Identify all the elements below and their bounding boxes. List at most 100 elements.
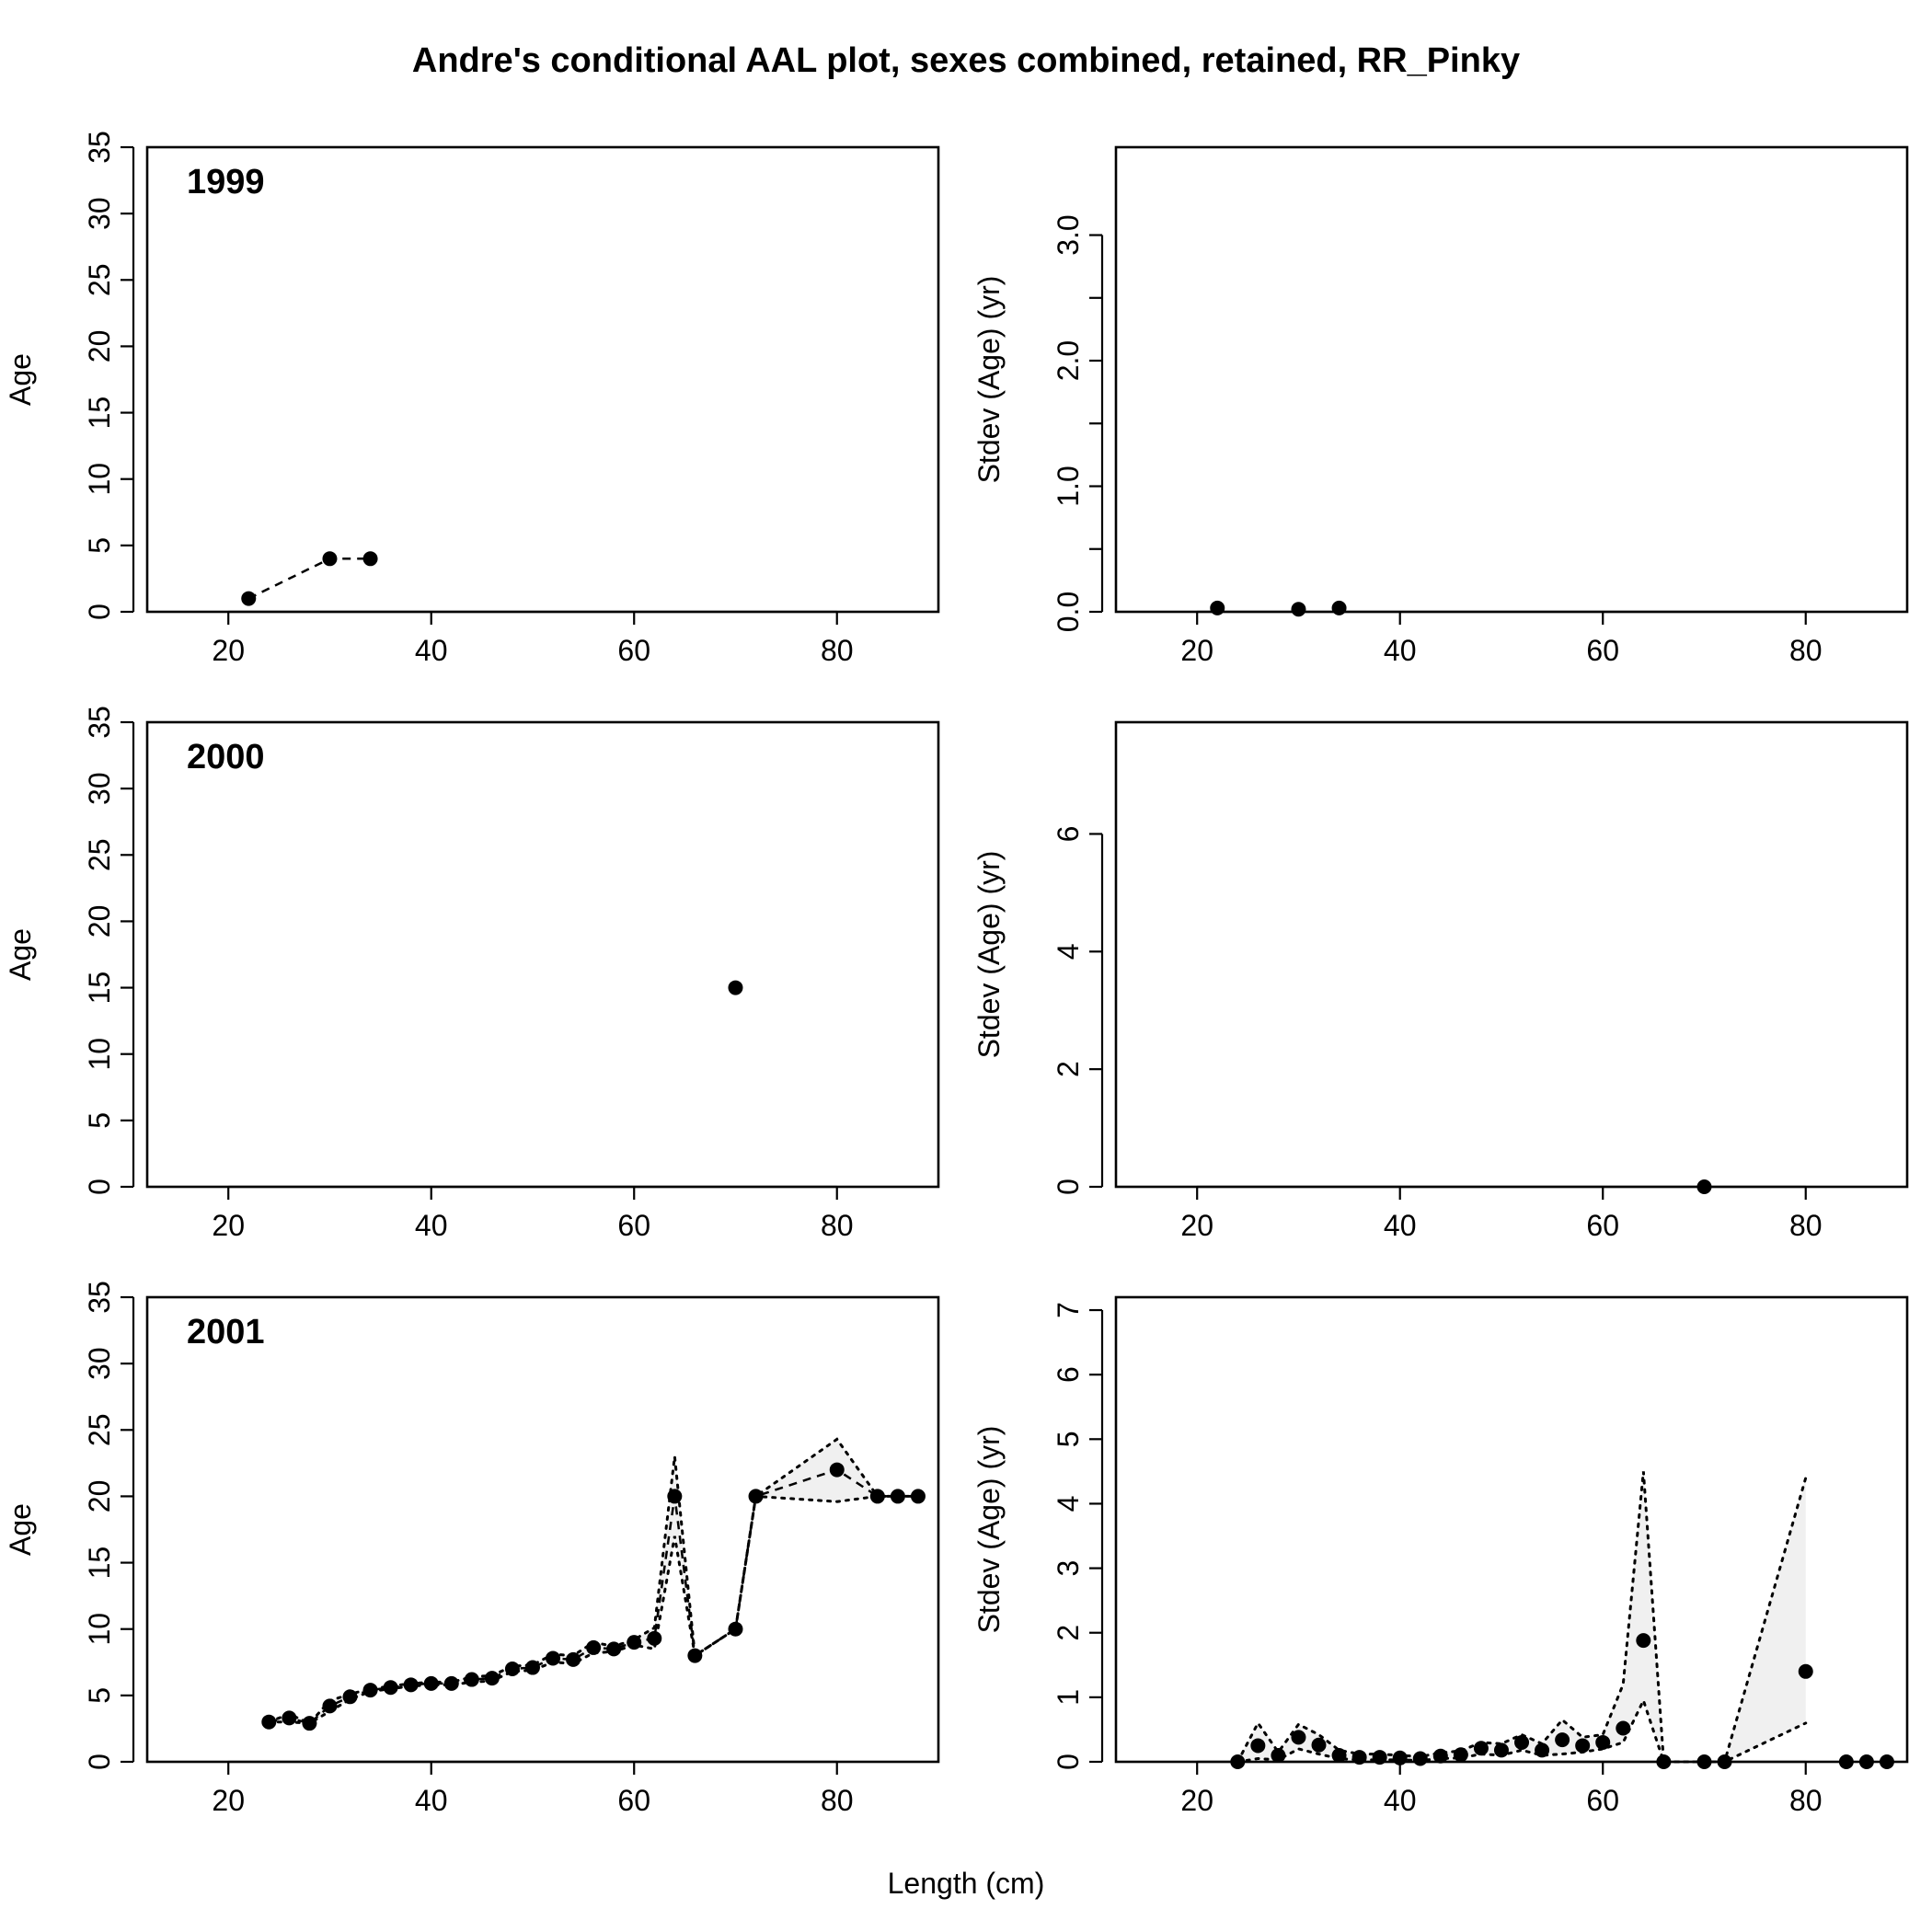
y-axis-title: Age [4,353,37,406]
y-tick-label: 3 [1052,1560,1085,1577]
y-axis-title: Stdev (Age) (yr) [972,851,1006,1059]
observed-point [1250,1738,1266,1754]
y-tick-label: 30 [83,772,116,805]
x-tick-label: 60 [1586,1209,1619,1242]
observed-point [1271,1747,1286,1763]
y-tick-label: 7 [1052,1302,1085,1318]
x-tick-label: 20 [1180,1784,1213,1817]
y-tick-label: 5 [83,537,116,554]
observed-point [282,1710,297,1726]
y-tick-label: 25 [83,838,116,871]
y-tick-label: 35 [83,131,116,164]
y-axis-title: Age [4,1503,37,1556]
y-tick-label: 1 [1052,1689,1085,1706]
interval-band [269,1439,918,1724]
x-tick-label: 20 [212,1209,245,1242]
y-tick-label: 10 [83,1038,116,1071]
observed-point [606,1641,622,1657]
observed-point [1717,1754,1732,1769]
x-tick-label: 40 [1384,1784,1417,1817]
year-label: 1999 [187,163,265,201]
observed-point [1311,1737,1327,1753]
observed-point [524,1660,540,1675]
observed-point [1555,1732,1570,1748]
observed-point [1575,1738,1591,1754]
y-tick-label: 15 [83,1547,116,1580]
observed-point [546,1650,561,1666]
y-axis-title: Stdev (Age) (yr) [972,276,1006,484]
observed-point [586,1639,602,1655]
observed-point [1696,1179,1712,1194]
observed-point [403,1677,419,1693]
observed-point [1291,602,1306,617]
observed-line [269,1468,918,1725]
observed-point [504,1662,520,1676]
y-tick-label: 2.0 [1052,340,1085,381]
y-tick-label: 15 [83,397,116,430]
y-tick-label: 0 [1052,1179,1085,1195]
interval-band [1237,1471,1806,1762]
panel-sd-2001: 20 40 60 80 0 1 2 3 4 5 6 7 Stdev (Age) (yr) [972,1295,1909,1817]
observed-point [1331,1747,1347,1763]
plot-frame [145,1295,940,1764]
observed-point [1331,600,1347,615]
observed-point [464,1672,479,1687]
observed-point [1351,1750,1367,1765]
observed-point [484,1671,500,1686]
observed-point [1493,1742,1509,1758]
y-tick-label: 0 [83,1179,116,1195]
plot-frame [145,145,940,614]
observed-point [383,1680,398,1696]
y-tick-label: 0 [83,604,116,620]
x-axis-title: Length (cm) [888,1867,1045,1900]
observed-point [322,551,338,567]
panel-sd-2000: 20 40 60 80 0 2 4 6 Stdev (Age) (yr) [972,720,1909,1242]
x-tick-label: 80 [1789,1784,1823,1817]
observed-point [1858,1754,1874,1769]
observed-point [241,591,257,606]
observed-point [667,1489,683,1504]
observed-point [1656,1754,1672,1769]
x-tick-label: 60 [617,1209,650,1242]
x-tick-label: 20 [1180,1209,1213,1242]
observed-point [322,1698,338,1714]
y-tick-label: 35 [83,1281,116,1314]
observed-line [247,558,371,600]
observed-point [1412,1751,1428,1766]
x-tick-label: 60 [1586,634,1619,667]
y-tick-label: 4 [1052,943,1085,960]
y-tick-label: 20 [83,1480,116,1513]
observed-point [1210,600,1225,615]
x-tick-label: 80 [821,1209,854,1242]
observed-point [1432,1748,1448,1764]
y-tick-label: 10 [83,463,116,496]
y-tick-label: 2 [1052,1625,1085,1641]
x-tick-label: 60 [617,1784,650,1817]
observed-point [1636,1633,1651,1649]
observed-point [728,1621,743,1637]
observed-point [1392,1750,1408,1765]
y-tick-label: 0 [83,1754,116,1770]
observed-point [1879,1754,1894,1769]
observed-point [566,1651,581,1667]
observed-point [869,1489,885,1504]
observed-point [1230,1754,1246,1769]
observed-point [302,1716,317,1731]
year-label: 2001 [187,1313,265,1351]
observed-point [687,1648,703,1663]
observed-point [1595,1734,1611,1750]
x-tick-label: 60 [1586,1784,1619,1817]
y-axis-title: Age [4,928,37,981]
observed-point [728,980,743,995]
observed-point [362,551,378,567]
y-axis-title: Stdev (Age) (yr) [972,1426,1006,1634]
x-tick-label: 40 [415,634,448,667]
x-tick-label: 40 [415,1209,448,1242]
y-tick-label: 4 [1052,1496,1085,1512]
observed-point [1798,1663,1813,1679]
y-tick-label: 20 [83,905,116,938]
y-tick-label: 30 [83,197,116,230]
x-tick-label: 20 [1180,634,1213,667]
x-tick-label: 80 [1789,1209,1823,1242]
